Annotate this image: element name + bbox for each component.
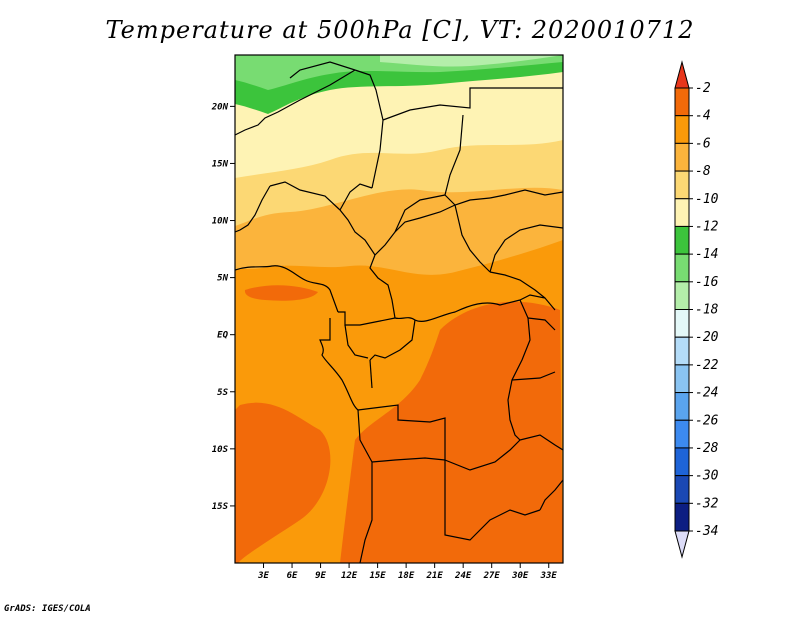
country-borders xyxy=(235,61,563,563)
colorbar-swatch xyxy=(674,281,690,310)
colorbar-label: -32 xyxy=(695,496,719,511)
map-title: Temperature at 500hPa [C], VT: 202001071… xyxy=(105,16,695,44)
lon-tick-label: 27E xyxy=(483,571,501,581)
colorbar-swatch xyxy=(674,253,690,283)
colorbar-label: -34 xyxy=(695,524,718,539)
lat-tick-label: 20N xyxy=(211,102,229,112)
lat-tick-label: 10S xyxy=(212,445,229,455)
lon-tick-label: 18E xyxy=(398,571,415,581)
colorbar-swatch xyxy=(674,447,690,477)
colorbar-label: -14 xyxy=(695,247,718,262)
field-band-m4-m2-westcoast xyxy=(244,285,318,301)
colorbar-swatch xyxy=(674,336,690,366)
lat-tick-label: 5N xyxy=(217,274,228,284)
colorbar-label: -30 xyxy=(695,469,719,484)
colorbar-swatch xyxy=(674,309,690,338)
map-frame xyxy=(234,54,564,564)
lat-tick-label: EQ xyxy=(217,331,228,341)
colorbar-swatch xyxy=(674,392,690,421)
colorbar-swatch xyxy=(674,225,690,255)
colorbar-swatch xyxy=(674,475,690,504)
grads-credit: GrADS: IGES/COLA xyxy=(4,604,91,614)
colorbar-swatch xyxy=(674,198,690,227)
colorbar-swatch xyxy=(674,170,690,200)
colorbar-label: -16 xyxy=(695,275,719,290)
lon-tick-label: 33E xyxy=(540,571,558,581)
colorbar-label: -2 xyxy=(695,81,711,96)
colorbar-swatch xyxy=(674,115,690,144)
colorbar-label: -10 xyxy=(695,192,719,207)
colorbar-label: -26 xyxy=(695,413,719,428)
lon-tick-label: 24E xyxy=(454,571,472,581)
lon-tick-label: 30E xyxy=(511,571,529,581)
colorbar-swatch xyxy=(674,364,690,394)
lon-tick-label: 9E xyxy=(315,571,326,581)
lon-tick-label: 6E xyxy=(287,571,298,581)
lat-tick-label: 15S xyxy=(212,502,229,512)
colorbar-label: -18 xyxy=(695,303,719,318)
colorbar-swatch xyxy=(674,87,690,117)
colorbar-label: -28 xyxy=(695,441,719,456)
colorbar-label: -22 xyxy=(695,358,719,373)
lat-tick-label: 15N xyxy=(212,159,229,169)
colorbar-label: -12 xyxy=(695,219,719,234)
field-band-m18-m16 xyxy=(380,55,563,67)
lat-tick-label: 5S xyxy=(217,388,228,398)
colorbar-bottom-arrow xyxy=(674,530,690,559)
latitude-axis: 20N 15N 10N 5N EQ 5S 10S 15S xyxy=(211,102,235,512)
lon-tick-label: 21E xyxy=(426,571,444,581)
lat-tick-label: 10N xyxy=(212,217,229,227)
colorbar-label: -20 xyxy=(695,330,719,345)
longitude-axis: 3E 6E 9E 12E 15E 18E 21E 24E 27E 30E 33E xyxy=(257,563,557,581)
colorbar: -2 -4 -6 -8 -10 -12 -14 -16 -18 -20 -22 -24 -26 -28 -3… xyxy=(674,60,719,559)
colorbar-swatch xyxy=(674,142,690,172)
colorbar-swatch xyxy=(674,419,690,449)
colorbar-top-arrow xyxy=(674,60,690,89)
lon-tick-label: 12E xyxy=(341,571,358,581)
lon-tick-label: 3E xyxy=(257,571,269,581)
colorbar-swatch xyxy=(674,502,690,532)
colorbar-label: -8 xyxy=(695,164,711,179)
temperature-field xyxy=(235,55,563,563)
colorbar-label: -4 xyxy=(695,109,711,124)
lon-tick-label: 15E xyxy=(369,571,386,581)
field-band-m4-m2-east xyxy=(340,301,563,563)
colorbar-label: -24 xyxy=(695,386,718,401)
colorbar-label: -6 xyxy=(695,136,711,151)
field-band-m4-m2-southwest xyxy=(235,402,331,563)
